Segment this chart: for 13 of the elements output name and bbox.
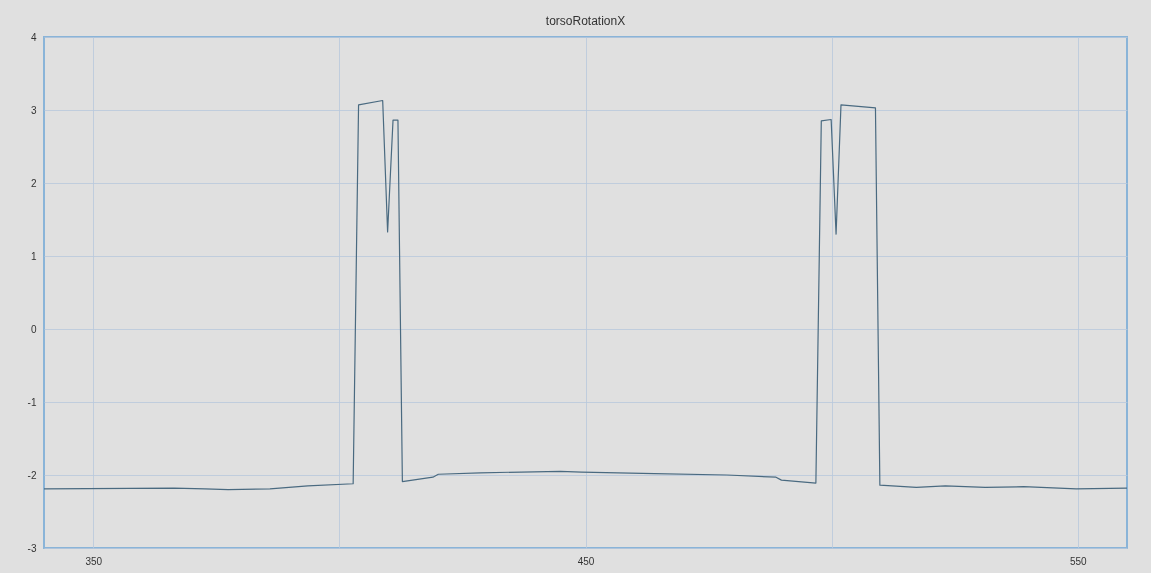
line-series [44, 99, 1127, 491]
y-tick-label: 1 [30, 250, 37, 262]
x-tick-label: 550 [1069, 555, 1088, 567]
x-tick-label: 350 [85, 555, 103, 567]
y-tick-label: -1 [27, 396, 37, 408]
y-tick-label: 2 [30, 177, 37, 189]
y-tick-label: 0 [30, 323, 37, 335]
y-tick-label: 4 [30, 31, 37, 43]
x-tick-label: 450 [577, 555, 595, 567]
chart-title: torsoRotationX [545, 14, 626, 28]
y-tick-label: -2 [27, 469, 37, 481]
y-tick-label: 3 [30, 104, 37, 116]
y-tick-label: -3 [27, 542, 37, 554]
